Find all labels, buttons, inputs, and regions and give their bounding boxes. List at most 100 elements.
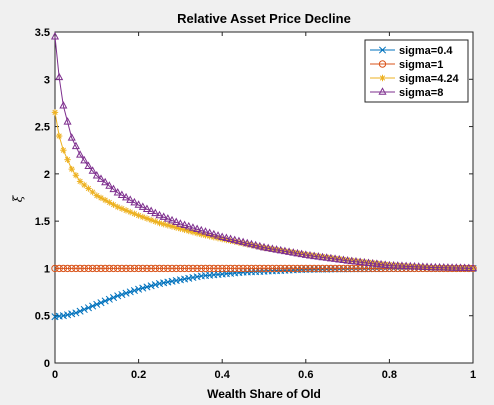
- data-point: [151, 208, 160, 217]
- data-point: [326, 253, 335, 262]
- data-point: [189, 264, 197, 273]
- data-point: [268, 244, 277, 252]
- data-point: [147, 264, 155, 273]
- data-point: [231, 264, 239, 273]
- data-point: [230, 235, 239, 244]
- legend-item: sigma=8: [370, 87, 443, 99]
- data-point: [151, 281, 159, 289]
- data-point: [331, 254, 340, 262]
- data-point: [85, 185, 92, 192]
- data-point: [76, 150, 85, 158]
- data-point: [364, 258, 373, 266]
- data-point: [318, 252, 327, 261]
- data-point: [59, 312, 67, 320]
- data-point: [443, 263, 452, 271]
- data-point: [55, 132, 63, 140]
- data-point: [151, 264, 160, 273]
- data-point: [464, 263, 473, 272]
- data-point: [88, 166, 97, 174]
- data-point: [72, 264, 80, 273]
- data-point: [314, 252, 323, 260]
- data-point: [397, 261, 406, 269]
- data-point: [72, 309, 80, 317]
- x-axis-label: Wealth Share of Old: [207, 387, 321, 401]
- data-point: [184, 221, 193, 230]
- data-point: [352, 264, 360, 273]
- data-point: [239, 237, 248, 246]
- data-point: [97, 299, 105, 307]
- data-point: [122, 264, 130, 273]
- data-point: [368, 258, 377, 267]
- data-point: [172, 217, 181, 226]
- data-point: [105, 181, 114, 189]
- data-point: [163, 214, 172, 222]
- data-point: [239, 264, 247, 273]
- data-point: [247, 239, 256, 248]
- data-point: [314, 264, 323, 273]
- chart-title: Relative Asset Price Decline: [177, 11, 351, 26]
- data-point: [222, 233, 231, 242]
- data-point: [356, 264, 364, 273]
- data-point: [222, 264, 231, 273]
- y-axis-label: ξ: [11, 194, 25, 202]
- legend-label: sigma=8: [399, 87, 443, 99]
- data-point: [159, 264, 168, 273]
- data-point: [310, 264, 318, 273]
- data-point: [318, 264, 327, 273]
- data-point: [63, 311, 72, 319]
- data-point: [385, 260, 394, 269]
- data-point: [293, 248, 302, 257]
- data-point: [114, 264, 122, 273]
- data-point: [410, 261, 419, 270]
- data-point: [452, 263, 461, 271]
- data-point: [205, 264, 214, 273]
- data-point: [468, 263, 478, 272]
- data-point: [93, 264, 101, 273]
- data-point: [448, 263, 457, 271]
- data-point: [343, 264, 352, 273]
- data-point: [64, 156, 71, 163]
- data-point: [117, 190, 126, 198]
- data-point: [156, 219, 163, 227]
- data-point: [93, 300, 101, 308]
- y-tick-label: 1.5: [35, 216, 50, 228]
- data-point: [272, 245, 281, 253]
- data-point: [439, 263, 448, 271]
- x-tick-label: 0.2: [131, 369, 146, 381]
- legend-item: sigma=4.24: [370, 73, 460, 85]
- data-point: [351, 257, 360, 265]
- data-point: [51, 264, 59, 273]
- data-point: [114, 292, 122, 300]
- data-point: [197, 264, 206, 273]
- data-point: [155, 264, 164, 273]
- data-point: [68, 165, 75, 173]
- data-point: [281, 264, 289, 273]
- data-point: [126, 195, 135, 203]
- data-point: [164, 264, 172, 273]
- data-point: [55, 264, 63, 273]
- data-point: [67, 133, 76, 141]
- data-point: [422, 262, 432, 271]
- data-point: [322, 253, 331, 261]
- legend-item: sigma=0.4: [370, 45, 453, 57]
- x-tick-label: 0.4: [215, 369, 231, 381]
- data-point: [188, 223, 197, 231]
- data-point: [356, 257, 365, 266]
- data-point: [126, 264, 134, 273]
- data-point: [97, 264, 105, 273]
- data-point: [59, 101, 68, 109]
- data-point: [289, 248, 298, 256]
- data-point: [218, 232, 227, 240]
- data-point: [143, 264, 151, 273]
- data-point: [134, 264, 143, 273]
- data-point: [92, 170, 101, 179]
- data-point: [84, 161, 93, 170]
- data-point: [243, 238, 252, 247]
- data-point: [176, 264, 185, 273]
- y-tick-label: 3: [44, 74, 50, 86]
- data-point: [60, 147, 67, 154]
- data-point: [71, 141, 80, 150]
- data-point: [109, 294, 118, 302]
